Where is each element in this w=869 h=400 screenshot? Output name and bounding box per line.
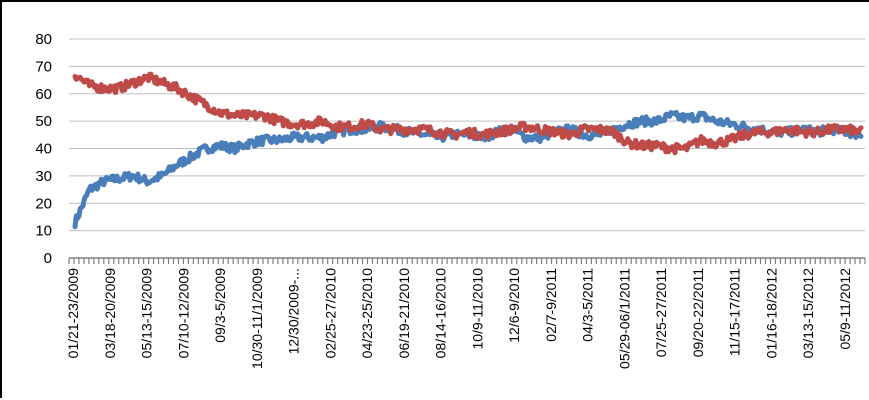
- y-tick-label: 20: [35, 195, 52, 212]
- y-tick-label: 30: [35, 168, 52, 185]
- y-tick-label: 40: [35, 141, 52, 158]
- y-tick-label: 60: [35, 86, 52, 103]
- x-tick-label: 08/14-16/2010: [433, 268, 449, 359]
- x-tick-label: 01/21-23/2009: [65, 268, 81, 359]
- series-layer: [72, 71, 864, 230]
- x-axis: [68, 257, 866, 264]
- x-tick-label: 04/23-25/2010: [359, 268, 375, 359]
- y-tick-label: 0: [44, 250, 52, 267]
- x-tick-label: 02/7-9/2011: [543, 268, 559, 342]
- x-tick-label: 12/6-9/2010: [506, 268, 522, 343]
- x-tick-label: 02/25-27/2010: [322, 268, 338, 359]
- y-tick-label: 50: [35, 113, 52, 130]
- x-tick-label: 10/30-11/1/2009: [249, 268, 265, 369]
- x-tick-label: 11/15-17/2011: [727, 268, 743, 356]
- x-tick-label: 01/16-18/2012: [764, 268, 780, 359]
- x-tick-label: 09/3-5/2009: [212, 268, 228, 343]
- y-tick-label: 70: [35, 58, 52, 75]
- x-tick-label: 07/10-12/2009: [175, 268, 191, 359]
- x-tick-label: 05/9-11/2012: [837, 268, 853, 350]
- x-tick-label: 09/20-22/2011: [690, 268, 706, 357]
- x-tick-label: 12/30/2009-...: [286, 268, 302, 354]
- x-tick-label: 03/18-20/2009: [102, 268, 118, 359]
- x-tick-label: 05/29-06/1/2011: [616, 268, 632, 369]
- x-tick-label: 04/3-5/2011: [580, 268, 596, 342]
- x-tick-label: 06/19-21/2010: [396, 268, 412, 359]
- x-tick-label: 10/9-11/2010: [469, 268, 485, 350]
- y-axis-ticks: 0 10 20 30 40 50 60 70 80: [35, 31, 52, 267]
- x-tick-label: 07/25-27/2011: [653, 268, 669, 357]
- y-tick-label: 80: [35, 31, 52, 48]
- x-tick-label: 05/13-15/2009: [139, 268, 155, 359]
- red-series-line: [72, 71, 864, 156]
- y-tick-label: 10: [35, 223, 52, 240]
- x-tick-label: 03/13-15/2012: [800, 268, 816, 359]
- x-axis-ticks: 01/21-23/2009 03/18-20/2009 05/13-15/2009 0…: [65, 268, 853, 369]
